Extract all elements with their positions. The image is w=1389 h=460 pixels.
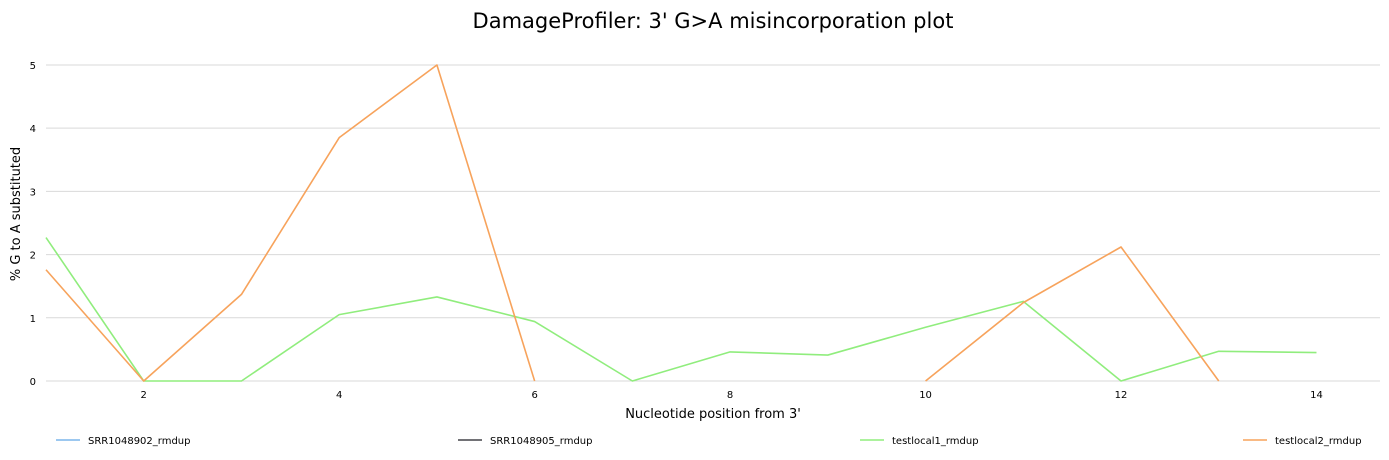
y-axis-label: % G to A substituted [9,147,24,281]
series-line-3 [45,237,1317,382]
x-tick-label: 2 [141,390,147,401]
x-tick-label: 8 [727,390,733,401]
legend: SRR1048902_rmdup SRR1048905_rmdup testloca… [56,436,1362,447]
series-line-4 [45,64,536,382]
y-tick-label: 0 [30,377,36,388]
y-axis: 0 1 2 3 4 5 [30,61,36,388]
y-tick-label: 4 [30,124,36,135]
grid-lines [46,64,1380,382]
legend-label: testlocal2_rmdup [1275,436,1362,447]
legend-label: SRR1048905_rmdup [490,436,593,447]
legend-label: testlocal1_rmdup [892,436,979,447]
y-tick-label: 3 [30,187,36,198]
series-layer [45,64,1317,382]
x-tick-label: 10 [919,390,932,401]
x-tick-label: 12 [1115,390,1128,401]
y-tick-label: 1 [30,314,36,325]
y-tick-label: 2 [30,251,36,262]
y-tick-label: 5 [30,61,36,72]
series-line-4 [925,246,1220,382]
x-axis: 2 4 6 8 10 12 14 [141,390,1323,401]
x-tick-label: 6 [531,390,537,401]
x-tick-label: 14 [1310,390,1323,401]
legend-label: SRR1048902_rmdup [88,436,191,447]
x-tick-label: 4 [336,390,342,401]
chart-title: DamageProfiler: 3' G>A misincorporation … [473,9,954,33]
x-axis-label: Nucleotide position from 3' [625,407,801,422]
